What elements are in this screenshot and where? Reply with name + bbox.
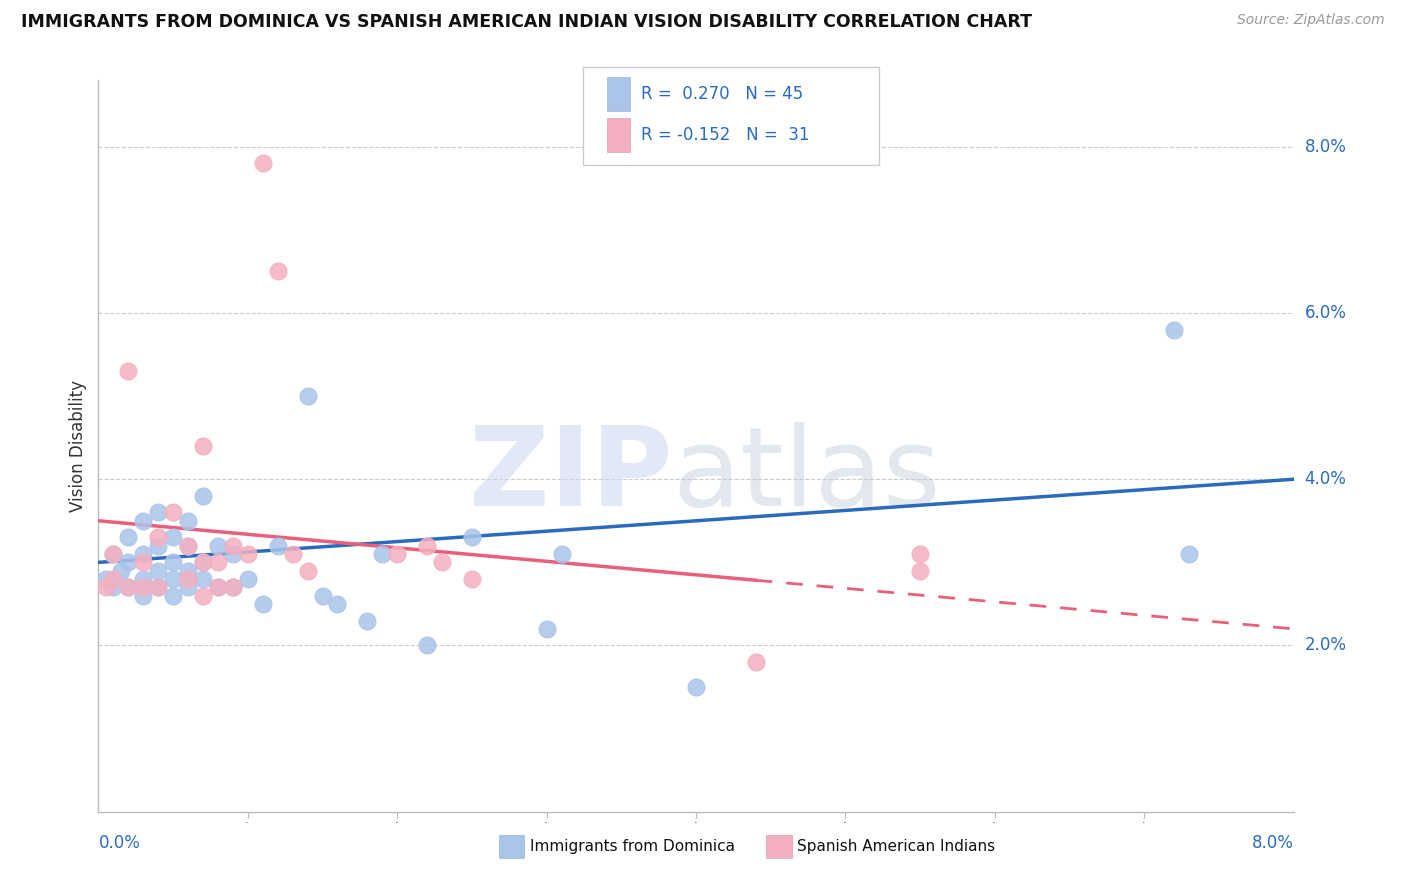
- Point: [117, 580, 139, 594]
- Text: 0.0%: 0.0%: [98, 834, 141, 852]
- Point: [162, 572, 184, 586]
- Text: atlas: atlas: [672, 422, 941, 529]
- Text: ZIP: ZIP: [468, 422, 672, 529]
- Point: [94, 580, 117, 594]
- Point: [191, 555, 214, 569]
- Point: [1163, 323, 1185, 337]
- Point: [148, 580, 170, 594]
- Point: [177, 539, 200, 553]
- Point: [103, 580, 125, 594]
- Point: [110, 564, 132, 578]
- Point: [297, 564, 319, 578]
- Text: 8.0%: 8.0%: [1251, 834, 1294, 852]
- Point: [177, 514, 200, 528]
- Point: [385, 547, 409, 561]
- Text: IMMIGRANTS FROM DOMINICA VS SPANISH AMERICAN INDIAN VISION DISABILITY CORRELATIO: IMMIGRANTS FROM DOMINICA VS SPANISH AMER…: [21, 13, 1032, 31]
- Point: [550, 547, 572, 561]
- Text: Spanish American Indians: Spanish American Indians: [797, 839, 995, 854]
- Point: [117, 530, 139, 544]
- Point: [132, 572, 155, 586]
- Point: [908, 547, 931, 561]
- Point: [148, 506, 170, 520]
- Point: [132, 589, 155, 603]
- Text: R =  0.270   N = 45: R = 0.270 N = 45: [641, 85, 803, 103]
- Text: 4.0%: 4.0%: [1305, 470, 1347, 488]
- Point: [311, 589, 333, 603]
- Point: [148, 580, 170, 594]
- Point: [162, 555, 184, 569]
- Point: [117, 555, 139, 569]
- Point: [148, 539, 170, 553]
- Point: [536, 622, 558, 636]
- Text: R = -0.152   N =  31: R = -0.152 N = 31: [641, 126, 810, 144]
- Point: [103, 572, 125, 586]
- Point: [162, 506, 184, 520]
- Point: [430, 555, 453, 569]
- Point: [222, 580, 245, 594]
- Point: [1178, 547, 1201, 561]
- Point: [103, 547, 125, 561]
- Point: [326, 597, 349, 611]
- Point: [177, 564, 200, 578]
- Point: [685, 680, 707, 694]
- Point: [177, 572, 200, 586]
- Point: [222, 539, 245, 553]
- Point: [207, 580, 229, 594]
- Text: Immigrants from Dominica: Immigrants from Dominica: [530, 839, 735, 854]
- Point: [103, 547, 125, 561]
- Point: [132, 547, 155, 561]
- Point: [207, 539, 229, 553]
- Point: [191, 439, 214, 453]
- Point: [132, 555, 155, 569]
- Point: [148, 530, 170, 544]
- Y-axis label: Vision Disability: Vision Disability: [69, 380, 87, 512]
- Point: [177, 580, 200, 594]
- Point: [267, 539, 290, 553]
- Point: [356, 614, 378, 628]
- Point: [281, 547, 304, 561]
- Text: 6.0%: 6.0%: [1305, 304, 1347, 322]
- Point: [416, 639, 439, 653]
- Point: [461, 572, 484, 586]
- Point: [222, 580, 245, 594]
- Point: [117, 364, 139, 378]
- Point: [236, 572, 259, 586]
- Point: [94, 572, 117, 586]
- Point: [461, 530, 484, 544]
- Point: [252, 156, 274, 170]
- Point: [297, 389, 319, 403]
- Text: Source: ZipAtlas.com: Source: ZipAtlas.com: [1237, 13, 1385, 28]
- Point: [745, 655, 768, 669]
- Point: [148, 564, 170, 578]
- Point: [191, 572, 214, 586]
- Point: [371, 547, 394, 561]
- Point: [117, 580, 139, 594]
- Text: 2.0%: 2.0%: [1305, 637, 1347, 655]
- Point: [267, 264, 290, 278]
- Point: [416, 539, 439, 553]
- Point: [908, 564, 931, 578]
- Point: [191, 589, 214, 603]
- Point: [132, 580, 155, 594]
- Point: [207, 580, 229, 594]
- Point: [162, 530, 184, 544]
- Point: [252, 597, 274, 611]
- Point: [191, 555, 214, 569]
- Point: [177, 539, 200, 553]
- Point: [132, 514, 155, 528]
- Point: [236, 547, 259, 561]
- Text: 8.0%: 8.0%: [1305, 137, 1347, 156]
- Point: [207, 555, 229, 569]
- Point: [191, 489, 214, 503]
- Point: [222, 547, 245, 561]
- Point: [162, 589, 184, 603]
